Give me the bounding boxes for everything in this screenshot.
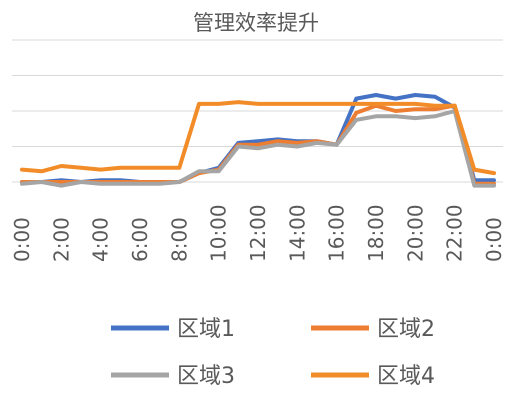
legend-label: 区域2 bbox=[377, 317, 435, 342]
x-tick-label: 16:00 bbox=[325, 204, 349, 262]
gridlines bbox=[12, 39, 503, 183]
x-tick-label: 10:00 bbox=[207, 204, 231, 262]
x-tick-label: 8:00 bbox=[167, 217, 191, 262]
series-line-4 bbox=[20, 100, 496, 176]
x-tick-label: 0:00 bbox=[482, 217, 506, 262]
legend-label: 区域1 bbox=[177, 317, 235, 342]
x-tick-label: 0:00 bbox=[10, 217, 34, 262]
x-tick-label: 18:00 bbox=[364, 204, 388, 262]
chart-title: 管理效率提升 bbox=[193, 11, 319, 35]
series-line-3 bbox=[20, 109, 496, 188]
x-tick-label: 2:00 bbox=[49, 217, 73, 262]
x-tick-label: 14:00 bbox=[285, 204, 309, 262]
x-axis-tick-labels: 0:00 2:00 4:00 6:00 8:00 10:00 12:00 14:00 16:00… bbox=[10, 204, 506, 262]
x-tick-label: 4:00 bbox=[89, 217, 113, 262]
x-tick-label: 6:00 bbox=[128, 217, 152, 262]
legend-label: 区域4 bbox=[377, 364, 435, 389]
x-tick-label: 12:00 bbox=[246, 204, 270, 262]
x-tick-label: 20:00 bbox=[403, 204, 427, 262]
x-tick-label: 22:00 bbox=[443, 204, 467, 262]
legend-label: 区域3 bbox=[177, 364, 235, 389]
legend: 区域1 区域2 区域3 区域4 bbox=[111, 317, 435, 389]
series-lines bbox=[20, 93, 496, 188]
